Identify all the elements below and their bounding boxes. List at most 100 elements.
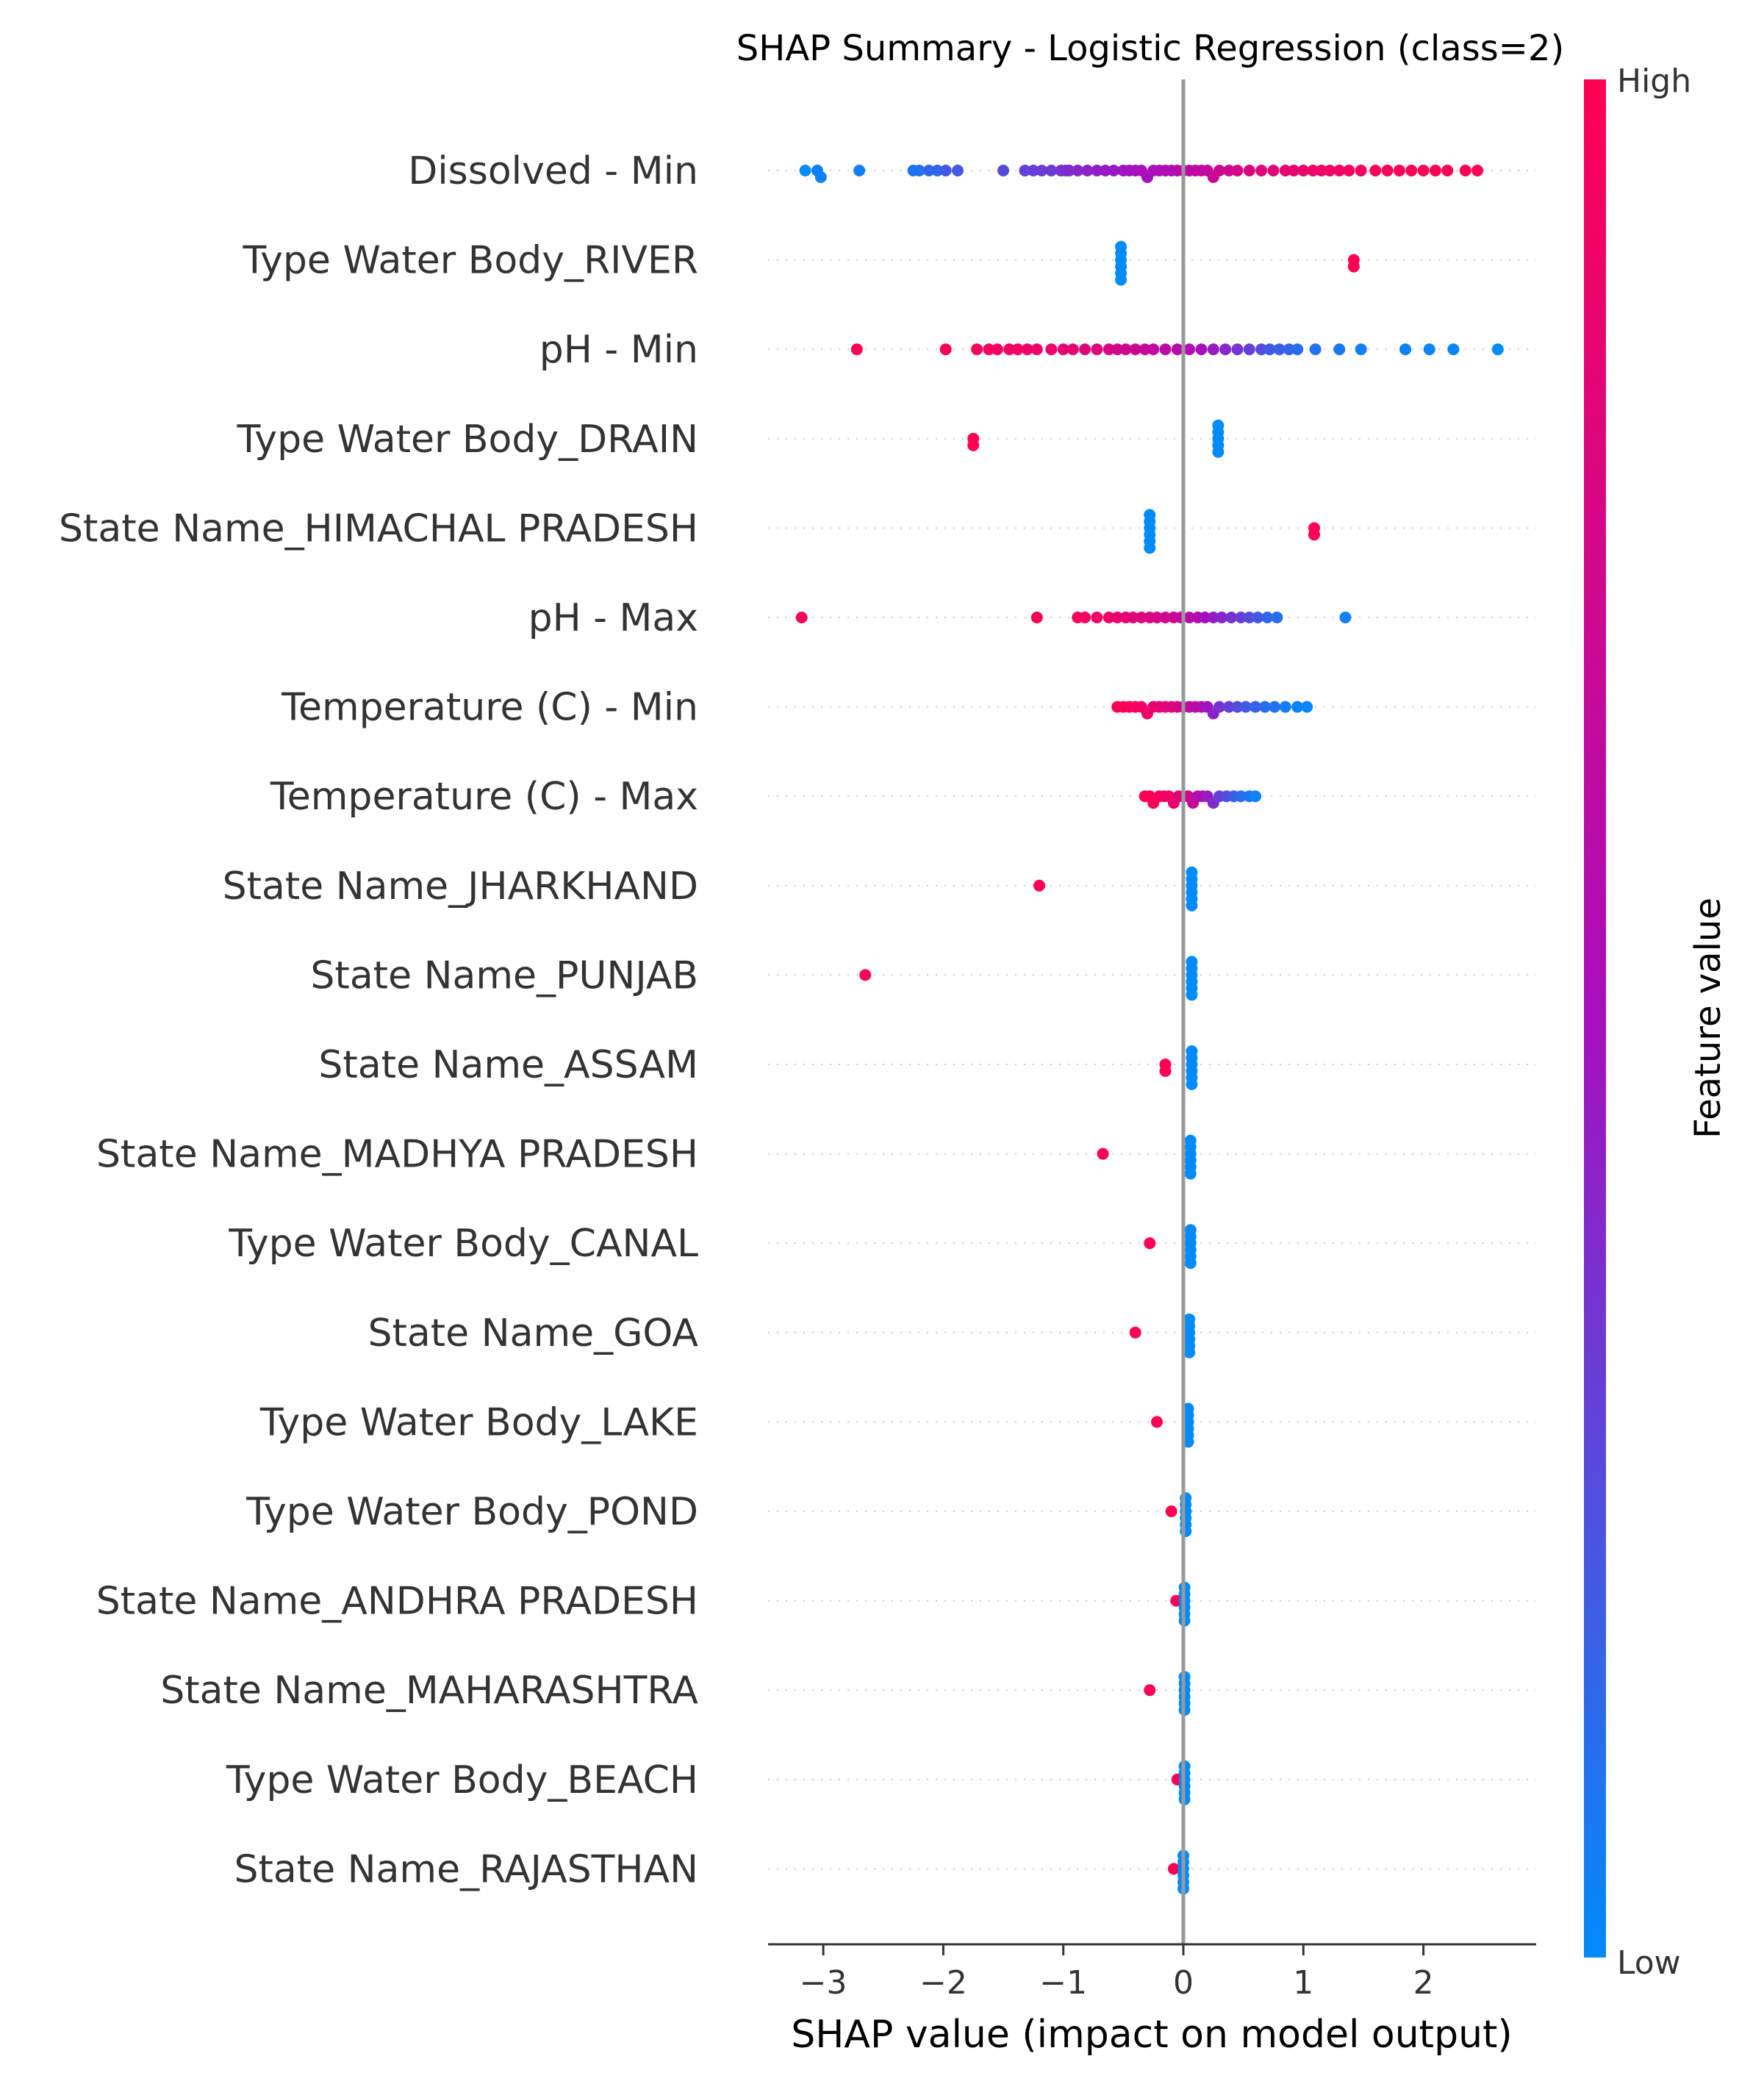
shap-point	[1324, 165, 1336, 176]
shap-point	[1207, 612, 1219, 623]
shap-point	[1159, 612, 1172, 623]
shap-point	[1267, 165, 1280, 176]
shap-point	[1045, 343, 1058, 356]
shap-point	[1183, 343, 1196, 356]
shap-point	[1347, 260, 1360, 273]
shap-point	[991, 343, 1003, 356]
shap-point	[922, 165, 935, 176]
shap-point	[1063, 165, 1075, 176]
chart-title: SHAP Summary - Logistic Regression (clas…	[736, 28, 1564, 69]
shap-point	[1231, 343, 1244, 356]
shap-point	[1091, 165, 1103, 176]
feature-label: Type Water Body_CANAL	[228, 1222, 698, 1266]
shap-point	[1165, 1505, 1177, 1517]
shap-point	[1097, 1147, 1109, 1160]
feature-label: Type Water Body_BEACH	[226, 1758, 698, 1802]
feature-label: State Name_HIMACHAL PRADESH	[59, 506, 698, 551]
shap-point	[1223, 701, 1236, 713]
shap-point	[1151, 1416, 1164, 1428]
shap-point	[1459, 165, 1471, 176]
shap-point	[1091, 343, 1103, 356]
shap-point	[1212, 445, 1225, 458]
shap-point	[1308, 529, 1320, 541]
feature-label: pH - Min	[539, 328, 698, 372]
shap-point	[1183, 612, 1196, 623]
shap-point	[1027, 165, 1039, 176]
shap-point	[1235, 612, 1247, 623]
shap-point	[1183, 1346, 1196, 1358]
colorbar-high-label: High	[1617, 62, 1691, 100]
feature-label: State Name_MADHYA PRADESH	[96, 1133, 698, 1177]
shap-point	[1269, 701, 1281, 713]
shap-point	[1263, 343, 1276, 356]
shap-point	[1091, 612, 1103, 623]
shap-point	[1491, 343, 1504, 356]
shap-point	[1129, 343, 1141, 356]
shap-point	[1355, 343, 1367, 356]
feature-label: Temperature (C) - Min	[281, 686, 698, 730]
shap-point	[1249, 790, 1261, 803]
shap-point	[1184, 1167, 1197, 1180]
shap-point	[1159, 343, 1172, 356]
feature-label: Type Water Body_DRAIN	[237, 418, 698, 462]
shap-point	[1301, 701, 1313, 713]
shap-point	[1273, 343, 1286, 356]
shap-point	[1381, 165, 1394, 176]
data-points	[795, 165, 1504, 1895]
shap-point	[1144, 542, 1156, 554]
shap-point	[1339, 612, 1352, 623]
shap-point	[983, 343, 995, 356]
shap-point	[1079, 612, 1091, 623]
shap-point	[1239, 701, 1252, 713]
shap-point	[1030, 343, 1043, 356]
shap-point	[1139, 343, 1151, 356]
feature-label: State Name_RAJASTHAN	[234, 1847, 698, 1891]
feature-label: Type Water Body_LAKE	[259, 1400, 698, 1444]
shap-point	[1170, 1594, 1183, 1607]
feature-label: State Name_ASSAM	[318, 1043, 698, 1087]
shap-point	[1111, 612, 1124, 623]
colorbar-label: Feature value	[1688, 898, 1729, 1139]
shap-point	[1184, 1224, 1197, 1236]
shap-point	[1019, 165, 1031, 176]
shap-point	[1441, 165, 1454, 176]
shap-point	[1355, 165, 1367, 176]
feature-label: State Name_ANDHRA PRADESH	[96, 1580, 698, 1624]
shap-point	[1283, 343, 1295, 356]
shap-point	[1393, 165, 1405, 176]
x-tick-label: −3	[800, 1964, 847, 2002]
shap-point	[951, 165, 964, 176]
shap-point	[1249, 701, 1261, 713]
shap-point	[971, 343, 983, 356]
shap-point	[1102, 612, 1115, 623]
shap-point	[1045, 165, 1058, 176]
shap-point	[1243, 165, 1255, 176]
shap-point	[1212, 419, 1225, 431]
shap-point	[1081, 165, 1094, 176]
shap-point	[931, 165, 944, 176]
shap-point	[1333, 165, 1346, 176]
shap-point	[997, 165, 1010, 176]
shap-point	[1291, 701, 1304, 713]
shap-point	[1307, 165, 1319, 176]
shap-point	[1021, 343, 1033, 356]
shap-point	[1186, 899, 1198, 912]
shap-point	[1195, 343, 1208, 356]
shap-point	[1343, 165, 1355, 176]
shap-point	[814, 171, 827, 183]
shap-point	[1066, 343, 1079, 356]
shap-point	[1405, 165, 1418, 176]
shap-point	[1072, 165, 1084, 176]
shap-point	[1279, 701, 1291, 713]
shap-point	[1252, 612, 1264, 623]
shap-point	[1243, 343, 1255, 356]
shap-point	[1225, 612, 1238, 623]
shap-point	[1399, 343, 1412, 356]
shap-point	[1297, 165, 1310, 176]
shap-point	[1182, 1403, 1194, 1415]
x-tick-label: 1	[1293, 1964, 1313, 2002]
shap-point	[1213, 165, 1225, 176]
x-tick-label: 0	[1173, 1964, 1194, 2002]
shap-point	[1079, 343, 1091, 356]
